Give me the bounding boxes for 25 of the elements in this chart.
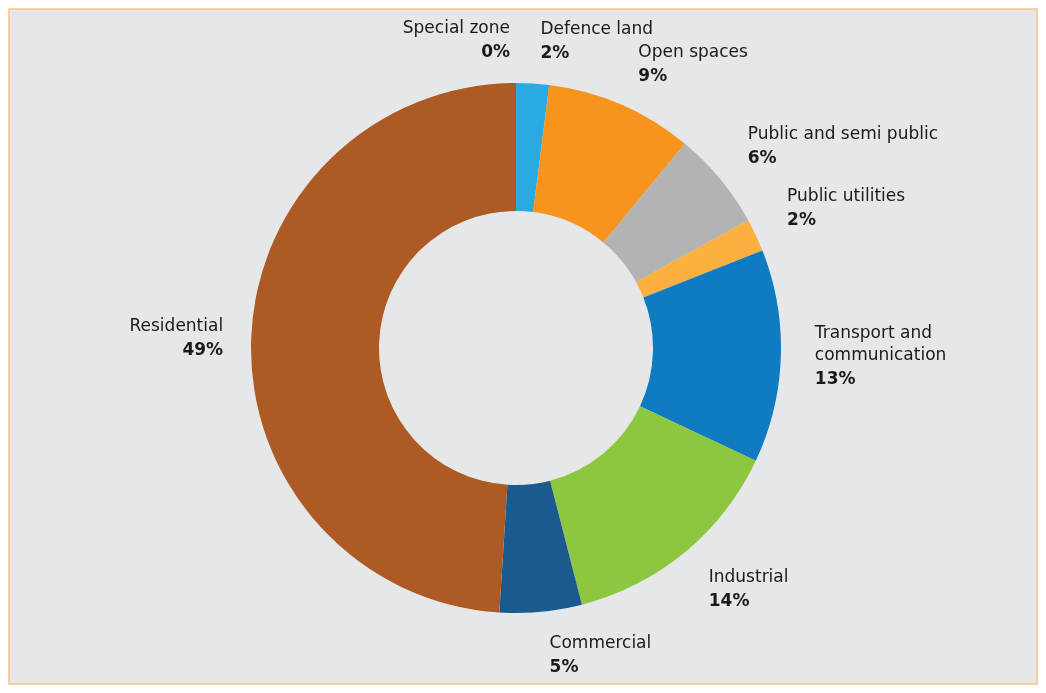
data-label: 13% [814, 368, 856, 389]
donut-slice [636, 220, 763, 298]
text: 0% [481, 41, 510, 61]
donut-slice [251, 83, 516, 613]
data-label: 6% [747, 147, 777, 168]
donut-slice [516, 83, 550, 213]
data-label: 2% [787, 209, 816, 230]
slice-label: Public utilities [787, 185, 906, 206]
data-label: 9% [638, 65, 668, 86]
slice-label: Transport and communication [813, 322, 947, 365]
donut-slice [499, 480, 582, 613]
donut-slice [603, 143, 749, 282]
slice-label: Public and semi public [747, 123, 939, 144]
data-label: 14% [708, 589, 750, 610]
data-label: 49% [182, 338, 224, 359]
slice-label: Defence land [540, 17, 654, 38]
donut-slice [639, 250, 781, 461]
category-label: Special zone [402, 17, 510, 37]
donut-slice [533, 85, 685, 243]
slice-label: Open spaces [638, 41, 749, 62]
data-label: 5% [549, 655, 579, 676]
slice-label: Commercial [549, 631, 652, 652]
slice-label: Industrial [708, 565, 789, 586]
slice-label: Residential [129, 314, 224, 335]
data-label: 2% [540, 41, 570, 62]
